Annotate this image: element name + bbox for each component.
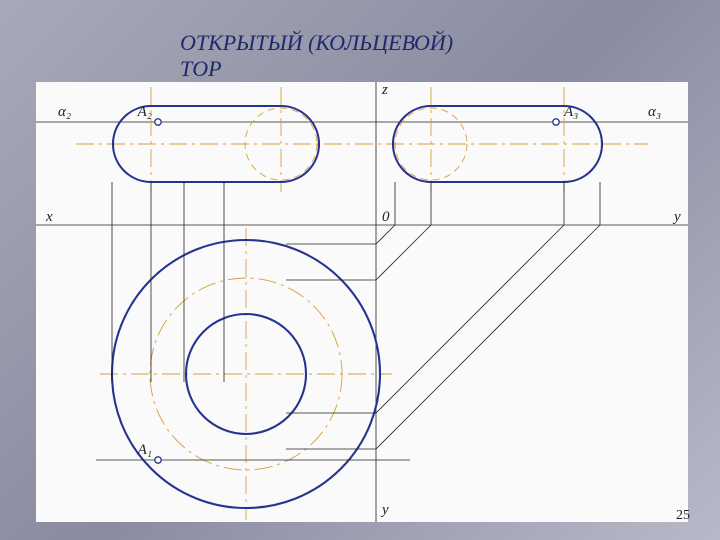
slide-title: ОТКРЫТЫЙ (КОЛЬЦЕВОЙ) ТОР [180,30,453,83]
svg-text:α₃: α₃ [648,104,661,120]
svg-text:A₂: A₂ [137,104,152,120]
svg-text:y: y [672,209,681,225]
svg-text:A₃: A₃ [563,104,578,120]
drawing-panel: z 0 x y y A₂ A₃ A₁ α₂ α₃ [36,82,688,522]
page-number: 25 [676,508,690,524]
title-line-2: ТОР [180,56,222,81]
svg-text:z: z [381,82,388,98]
torus-diagram: z 0 x y y A₂ A₃ A₁ α₂ α₃ [36,82,688,522]
svg-text:x: x [45,209,53,225]
svg-text:A₁: A₁ [137,442,152,458]
title-line-1: ОТКРЫТЫЙ (КОЛЬЦЕВОЙ) [180,30,453,55]
svg-text:α₂: α₂ [58,104,71,120]
svg-text:0: 0 [382,209,390,225]
svg-text:y: y [380,502,389,518]
